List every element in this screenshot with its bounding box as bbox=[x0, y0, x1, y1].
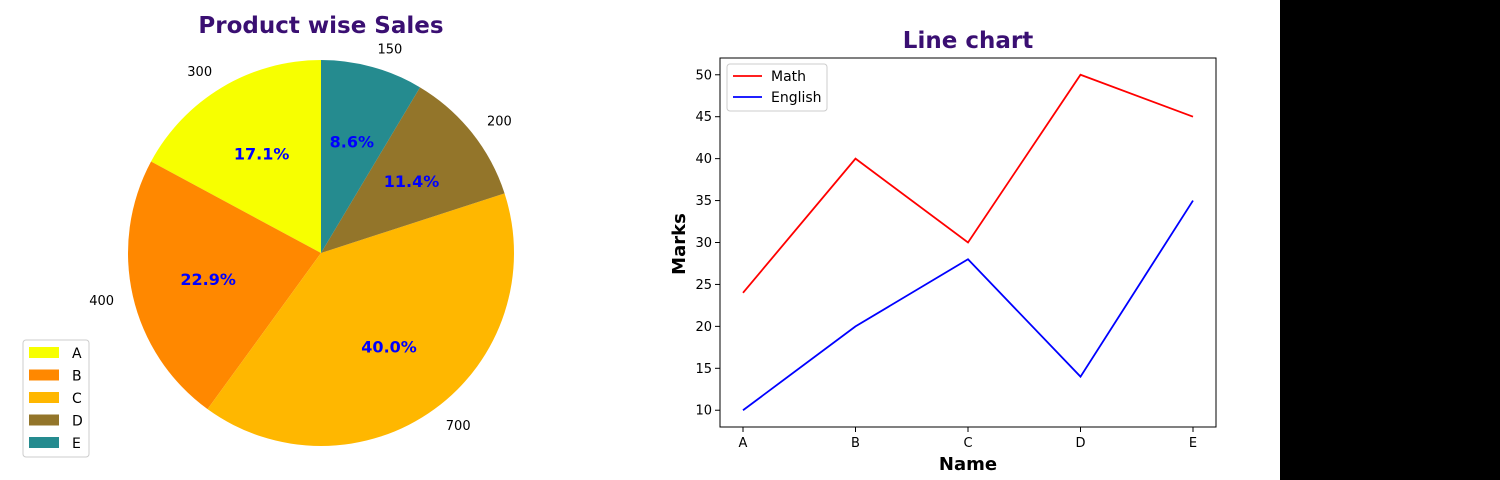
x-tick-label: D bbox=[1075, 436, 1085, 451]
pie-slice-a bbox=[151, 60, 321, 253]
x-tick-label: A bbox=[739, 436, 748, 451]
pie-title: Product wise Sales bbox=[198, 13, 443, 39]
pie-slice-b bbox=[127, 161, 321, 410]
series-line-english bbox=[742, 200, 1194, 411]
black-region bbox=[1280, 0, 1500, 480]
pie-slices bbox=[127, 60, 515, 447]
y-tick-label: 45 bbox=[695, 110, 712, 125]
y-tick-label: 20 bbox=[695, 320, 712, 335]
pie-value-label-b: 400 bbox=[89, 294, 114, 309]
pie-slice-e bbox=[321, 60, 420, 253]
pie-percent-label-b: 22.9% bbox=[180, 270, 236, 289]
pie-legend-swatch-a bbox=[29, 347, 59, 358]
pie-value-label-c: 700 bbox=[446, 419, 471, 434]
pie-legend-label-a: A bbox=[72, 346, 82, 362]
y-tick-label: 15 bbox=[695, 362, 712, 377]
pie-legend-label-c: C bbox=[72, 391, 82, 407]
line-series bbox=[742, 73, 1194, 411]
y-tick-label: 50 bbox=[695, 68, 712, 83]
pie-legend-label-b: B bbox=[72, 369, 82, 385]
x-tick-label: C bbox=[963, 436, 972, 451]
x-axis: A B C D E bbox=[739, 427, 1197, 451]
line-legend-label-english: English bbox=[771, 90, 822, 106]
pie-value-label-e: 150 bbox=[377, 42, 402, 57]
pie-slice-d bbox=[321, 87, 505, 253]
line-title: Line chart bbox=[903, 28, 1033, 54]
line-legend-label-math: Math bbox=[771, 69, 806, 85]
line-legend: Math English bbox=[726, 63, 828, 112]
pie-value-label-d: 200 bbox=[487, 115, 512, 130]
y-axis-label: Marks bbox=[669, 213, 690, 275]
pie-percent-label-e: 8.6% bbox=[330, 132, 374, 151]
y-tick-label: 25 bbox=[695, 278, 712, 293]
y-tick-label: 35 bbox=[695, 194, 712, 209]
pie-legend-swatch-c bbox=[29, 392, 59, 403]
pie-value-label-a: 300 bbox=[187, 65, 212, 80]
x-tick-label: B bbox=[851, 436, 860, 451]
x-axis-label: Name bbox=[939, 454, 997, 475]
y-tick-label: 10 bbox=[695, 404, 712, 419]
pie-labels: 300 17.1% 400 22.9% 700 40.0% 200 11.4% 150 8.6% bbox=[89, 42, 512, 433]
y-tick-label: 40 bbox=[695, 152, 712, 167]
pie-percent-label-a: 17.1% bbox=[234, 145, 290, 164]
y-axis: 10 15 20 25 30 35 40 45 50 bbox=[695, 68, 720, 419]
pie-percent-label-c: 40.0% bbox=[361, 338, 417, 357]
x-tick-label: E bbox=[1189, 436, 1197, 451]
pie-legend-swatch-e bbox=[29, 437, 59, 448]
pie-legend-label-d: D bbox=[72, 414, 83, 430]
pie-slice-c bbox=[207, 193, 515, 447]
pie-legend-swatch-b bbox=[29, 369, 59, 381]
pie-legend-label-e: E bbox=[72, 436, 81, 452]
line-chart: Line chart 10 15 20 25 30 35 40 45 50 A B C D E Name… bbox=[669, 28, 1217, 475]
pie-chart: Product wise Sales 300 17.1% 400 22.9% 700 40… bbox=[22, 13, 515, 458]
pie-percent-label-d: 11.4% bbox=[384, 172, 440, 191]
y-tick-label: 30 bbox=[695, 236, 712, 251]
pie-legend-swatch-d bbox=[29, 414, 59, 426]
